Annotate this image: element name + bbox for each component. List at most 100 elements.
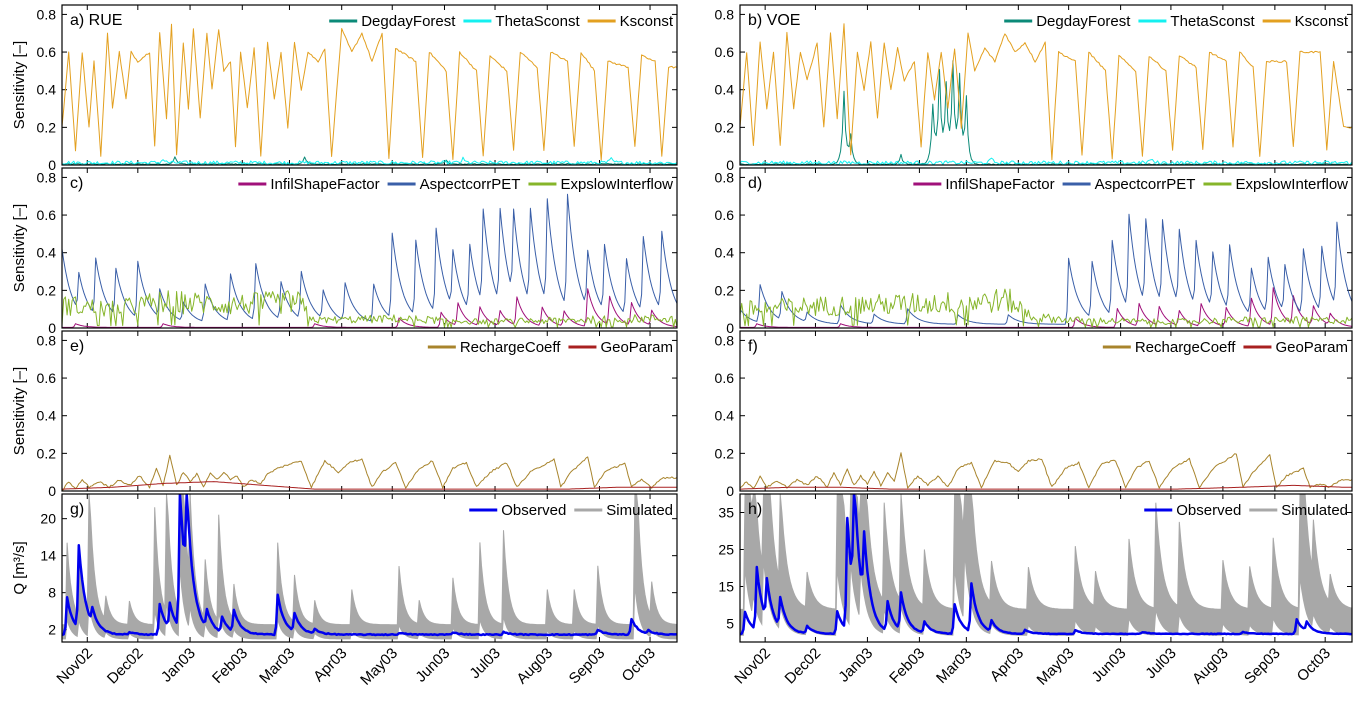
series-Simulated — [740, 494, 1352, 636]
series-GeoParam — [740, 484, 1352, 490]
x-tick-label: Mar03 — [933, 645, 975, 687]
panel-b: 0 0.2 0.4 0.6 0.8 b) VOE Ksconst ThetaSconst Deg… — [715, 4, 1353, 173]
panel-label: g) — [70, 501, 84, 518]
legend-label-Ksconst: Ksconst — [1295, 13, 1349, 30]
panel-label: a) RUE — [70, 12, 122, 29]
y-tick-label: 0 — [726, 320, 734, 336]
legend-label-AspectcorrPET: AspectcorrPET — [420, 176, 521, 193]
y-axis-label: Q [m³/s] — [11, 541, 28, 594]
legend-label-ExpslowInterflow: ExpslowInterflow — [1235, 176, 1348, 193]
y-tick-label: 0.8 — [715, 6, 735, 22]
y-tick-label: 0.4 — [715, 82, 735, 98]
y-tick-label: 15 — [718, 579, 734, 595]
y-tick-label: 0.8 — [37, 6, 57, 22]
y-tick-label: 0.6 — [37, 44, 57, 60]
x-tick-label: Jan03 — [835, 645, 876, 686]
y-tick-label: 0.6 — [37, 370, 57, 386]
panel-h: 5 15 25 35 h) Simulated Observed Nov02 Dec02 Jan0… — [718, 493, 1353, 689]
x-tick-label: May03 — [1034, 645, 1078, 689]
y-tick-label: 0 — [48, 157, 56, 173]
y-tick-label: 2 — [48, 622, 56, 638]
y-tick-label: 0 — [726, 483, 734, 499]
axes-frame — [739, 493, 1353, 643]
x-tick-label: Jul03 — [1142, 645, 1179, 682]
series-Ksconst — [740, 23, 1352, 161]
plot-area — [62, 454, 677, 491]
panel-label: c) — [70, 175, 83, 192]
x-tick-label: Dec02 — [104, 645, 147, 688]
x-tick-label: Apr03 — [310, 645, 350, 685]
y-tick-label: 0.4 — [715, 245, 735, 261]
panel-e: 0 0.2 0.4 0.6 0.8 e) GeoParam RechargeCoeff Sens… — [11, 330, 678, 499]
series-ExpslowInterflow — [62, 290, 677, 328]
y-tick-label: 0 — [48, 483, 56, 499]
y-tick-label: 0 — [48, 320, 56, 336]
legend-label-Simulated: Simulated — [1281, 502, 1348, 519]
y-axis-label: Sensitivity [–] — [11, 204, 28, 292]
x-tick-label: Aug03 — [1189, 645, 1232, 688]
series-InfilShapeFactor — [740, 287, 1352, 328]
y-tick-label: 0 — [726, 157, 734, 173]
series-Observed — [740, 494, 1352, 636]
y-tick-label: 35 — [718, 505, 734, 521]
legend-label-AspectcorrPET: AspectcorrPET — [1095, 176, 1196, 193]
legend-label-GeoParam: GeoParam — [600, 339, 673, 356]
legend-label-DegdayForest: DegdayForest — [361, 13, 456, 30]
y-tick-label: 0.8 — [37, 332, 57, 348]
series-DegdayForest — [740, 60, 1352, 165]
panel-label: d) — [748, 175, 762, 192]
series-ThetaSconst — [62, 156, 677, 165]
series-Simulated — [62, 494, 677, 640]
x-tick-label: Oct03 — [1294, 645, 1334, 685]
y-tick-label: 0.6 — [715, 207, 735, 223]
y-tick-label: 25 — [718, 542, 734, 558]
y-tick-label: 0.6 — [715, 370, 735, 386]
y-tick-label: 0.2 — [37, 119, 57, 135]
axes-frame — [739, 167, 1353, 329]
series-Ksconst — [62, 23, 677, 161]
legend-label-DegdayForest: DegdayForest — [1036, 13, 1131, 30]
x-tick-label: Mar03 — [256, 645, 298, 687]
x-tick-label: Jun03 — [412, 645, 453, 686]
series-ThetaSconst — [740, 157, 1352, 165]
panel-g: 2 8 14 20 g) Simulated Observed Q [m³/s] Nov02 De… — [11, 493, 678, 689]
x-tick-label: Jun03 — [1089, 645, 1130, 686]
x-tick-label: Feb03 — [209, 645, 251, 687]
legend-label-GeoParam: GeoParam — [1275, 339, 1348, 356]
x-tick-label: Sep03 — [1241, 645, 1284, 688]
axes-frame — [61, 167, 678, 329]
x-tick-label: Aug03 — [513, 645, 556, 688]
panel-c: 0 0.2 0.4 0.6 0.8 c) ExpslowInterflow Aspectcor… — [11, 167, 678, 336]
x-tick-label: Nov02 — [731, 645, 774, 688]
x-tick-label: Apr03 — [987, 645, 1027, 685]
legend-label-Observed: Observed — [1176, 502, 1241, 519]
series-InfilShapeFactor — [62, 288, 677, 328]
series-AspectcorrPET — [62, 193, 677, 322]
plot-area — [62, 494, 677, 640]
y-tick-label: 0.4 — [37, 245, 57, 261]
y-axis-label: Sensitivity [–] — [11, 367, 28, 455]
x-tick-label: Nov02 — [53, 645, 96, 688]
series-GeoParam — [62, 481, 677, 490]
y-tick-label: 14 — [40, 548, 56, 564]
series-RechargeCoeff — [740, 452, 1352, 489]
y-tick-label: 0.4 — [37, 408, 57, 424]
x-tick-label: Sep03 — [566, 645, 609, 688]
series-DegdayForest — [62, 156, 677, 165]
legend-label-RechargeCoeff: RechargeCoeff — [460, 339, 561, 356]
y-tick-label: 0.6 — [37, 207, 57, 223]
legend-label-InfilShapeFactor: InfilShapeFactor — [945, 176, 1054, 193]
x-tick-label: Jul03 — [466, 645, 503, 682]
legend-label-ExpslowInterflow: ExpslowInterflow — [560, 176, 673, 193]
y-tick-label: 0.2 — [37, 282, 57, 298]
x-tick-label: Jan03 — [158, 645, 199, 686]
y-tick-label: 0.8 — [37, 169, 57, 185]
legend-label-Observed: Observed — [501, 502, 566, 519]
plot-area — [740, 452, 1352, 490]
y-tick-label: 5 — [726, 616, 734, 632]
y-tick-label: 0.8 — [715, 332, 735, 348]
panel-label: b) VOE — [748, 12, 800, 29]
y-tick-label: 8 — [48, 585, 56, 601]
y-tick-label: 20 — [40, 511, 56, 527]
